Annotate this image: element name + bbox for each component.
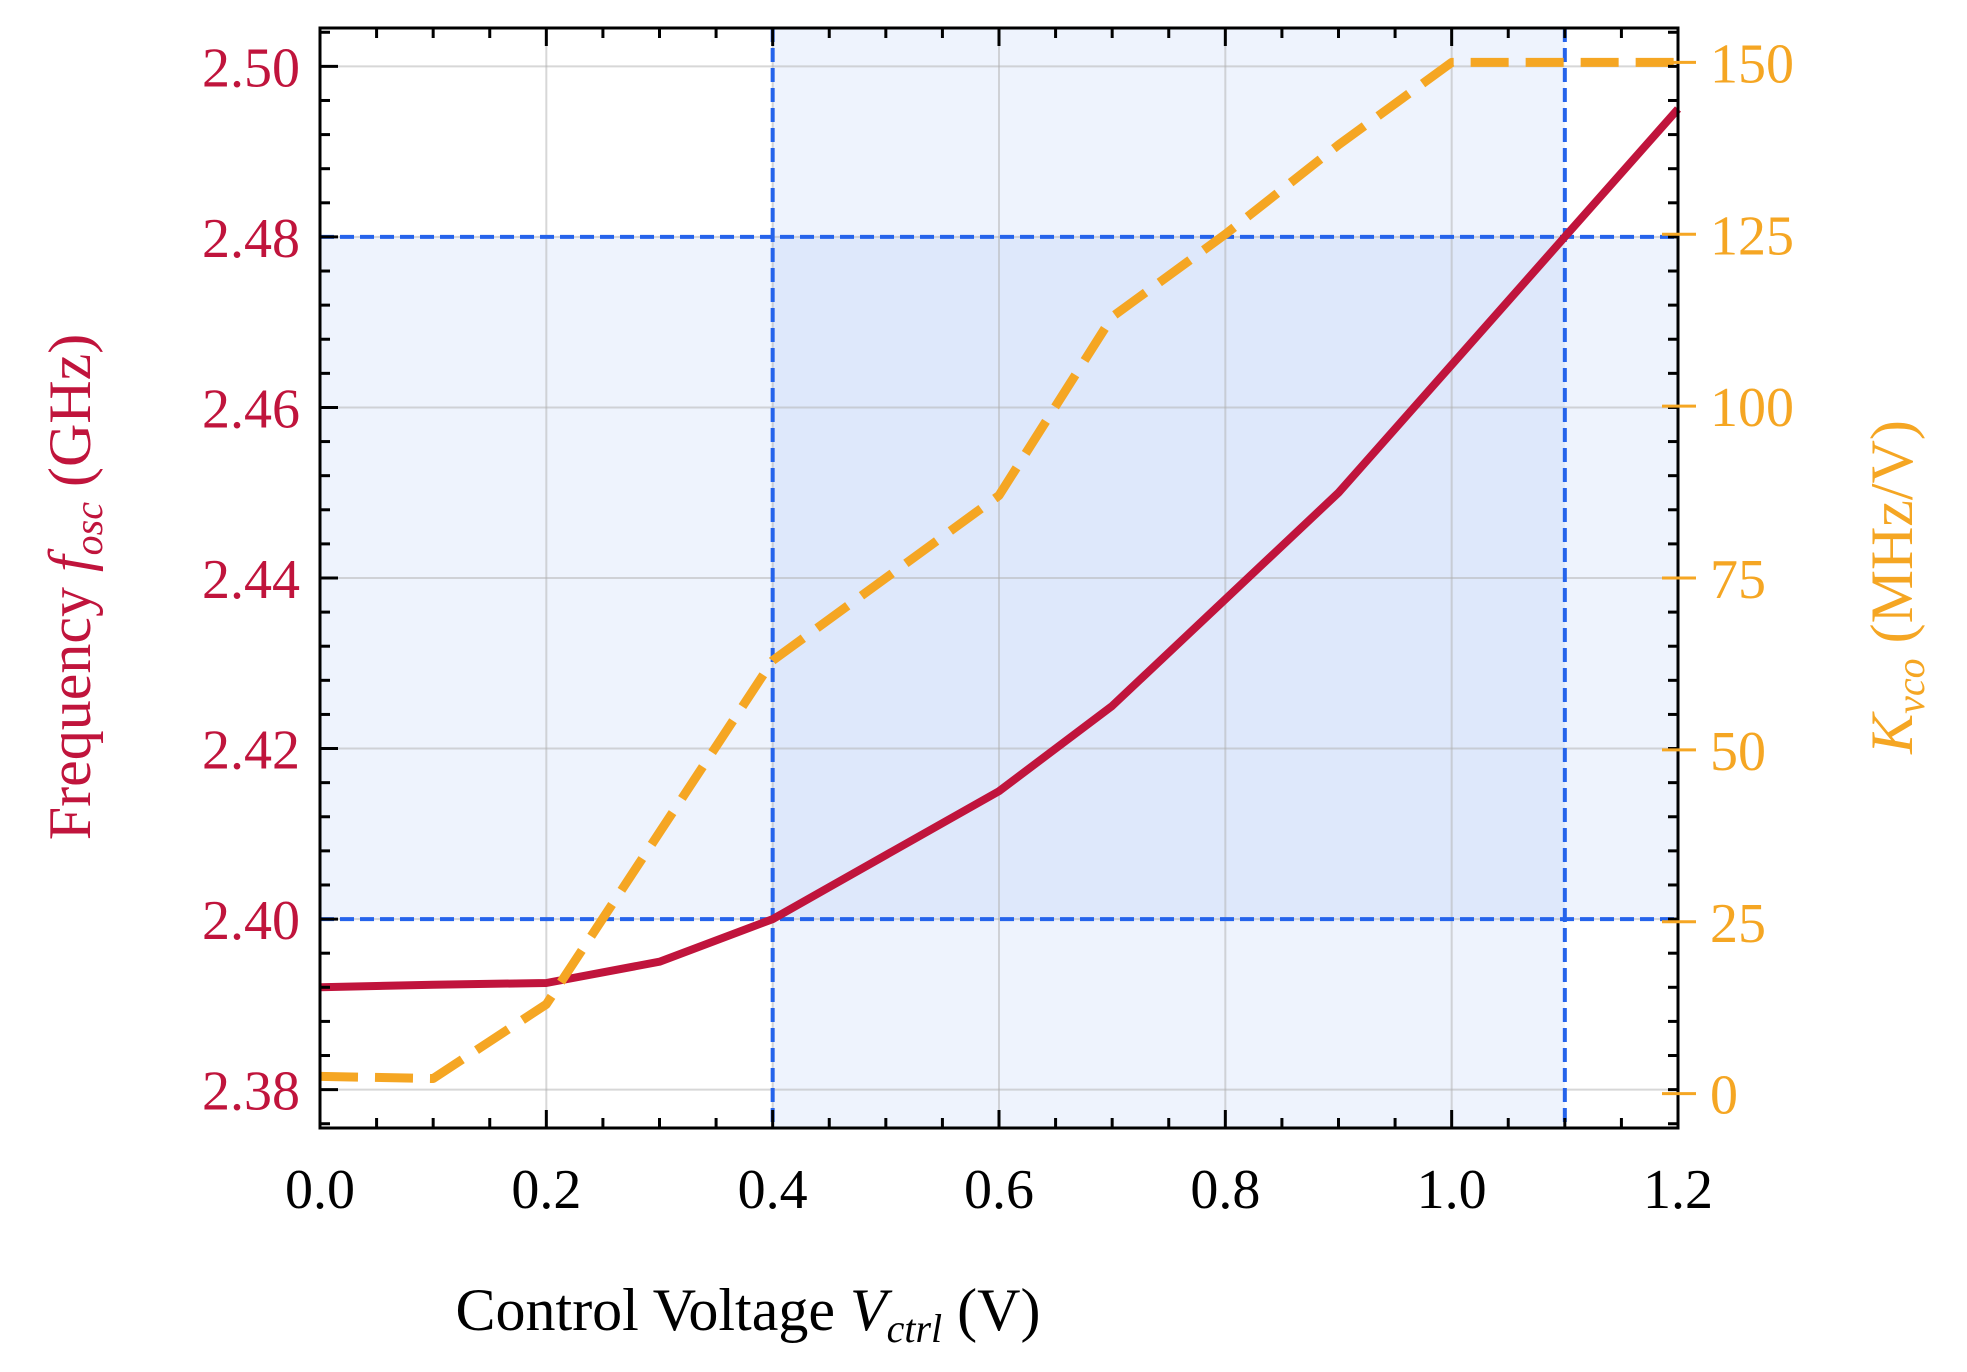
y-left-tick-label: 2.42 bbox=[202, 720, 300, 782]
x-tick-label: 0.0 bbox=[285, 1159, 355, 1221]
y-left-tick-label: 2.50 bbox=[202, 37, 300, 99]
x-tick-label: 0.6 bbox=[964, 1159, 1034, 1221]
ticks bbox=[318, 28, 1696, 1128]
frequency-line bbox=[319, 106, 1681, 992]
y-left-tick-label: 2.40 bbox=[202, 890, 300, 952]
x-tick-label: 0.2 bbox=[511, 1159, 581, 1221]
x-tick-label: 0.8 bbox=[1190, 1159, 1260, 1221]
series bbox=[319, 57, 1681, 1083]
y-left-tick-label: 2.48 bbox=[202, 208, 300, 270]
y-right-tick-label: 125 bbox=[1710, 205, 1794, 267]
y-right-tick-label: 150 bbox=[1710, 33, 1794, 95]
x-tick-label: 1.0 bbox=[1417, 1159, 1487, 1221]
y-left-tick-label: 2.46 bbox=[202, 378, 300, 440]
x-axis-title: Control Voltage Vctrl (V) bbox=[456, 1277, 1041, 1351]
y-left-tick-label: 2.44 bbox=[202, 549, 300, 611]
y-right-tick-label: 25 bbox=[1710, 893, 1766, 955]
y-right-tick-label: 75 bbox=[1710, 549, 1766, 611]
y-right-tick-label: 100 bbox=[1710, 377, 1794, 439]
y-left-tick-label: 2.38 bbox=[202, 1061, 300, 1123]
kvco-line bbox=[319, 57, 1678, 1083]
y-right-axis-title: Kvco (MHz/V) bbox=[1859, 420, 1933, 755]
y-left-axis-title: Frequency fosc (GHz) bbox=[37, 334, 111, 841]
y-right-tick-label: 0 bbox=[1710, 1065, 1738, 1127]
y-right-tick-label: 50 bbox=[1710, 721, 1766, 783]
x-tick-label: 1.2 bbox=[1643, 1159, 1713, 1221]
band-lines bbox=[320, 28, 1678, 1128]
x-tick-label: 0.4 bbox=[738, 1159, 808, 1221]
tick-labels: 0.0 0.2 0.4 0.6 0.8 1.0 1.2 2.38 2.40 2.42 2.44 2.4… bbox=[202, 33, 1794, 1221]
